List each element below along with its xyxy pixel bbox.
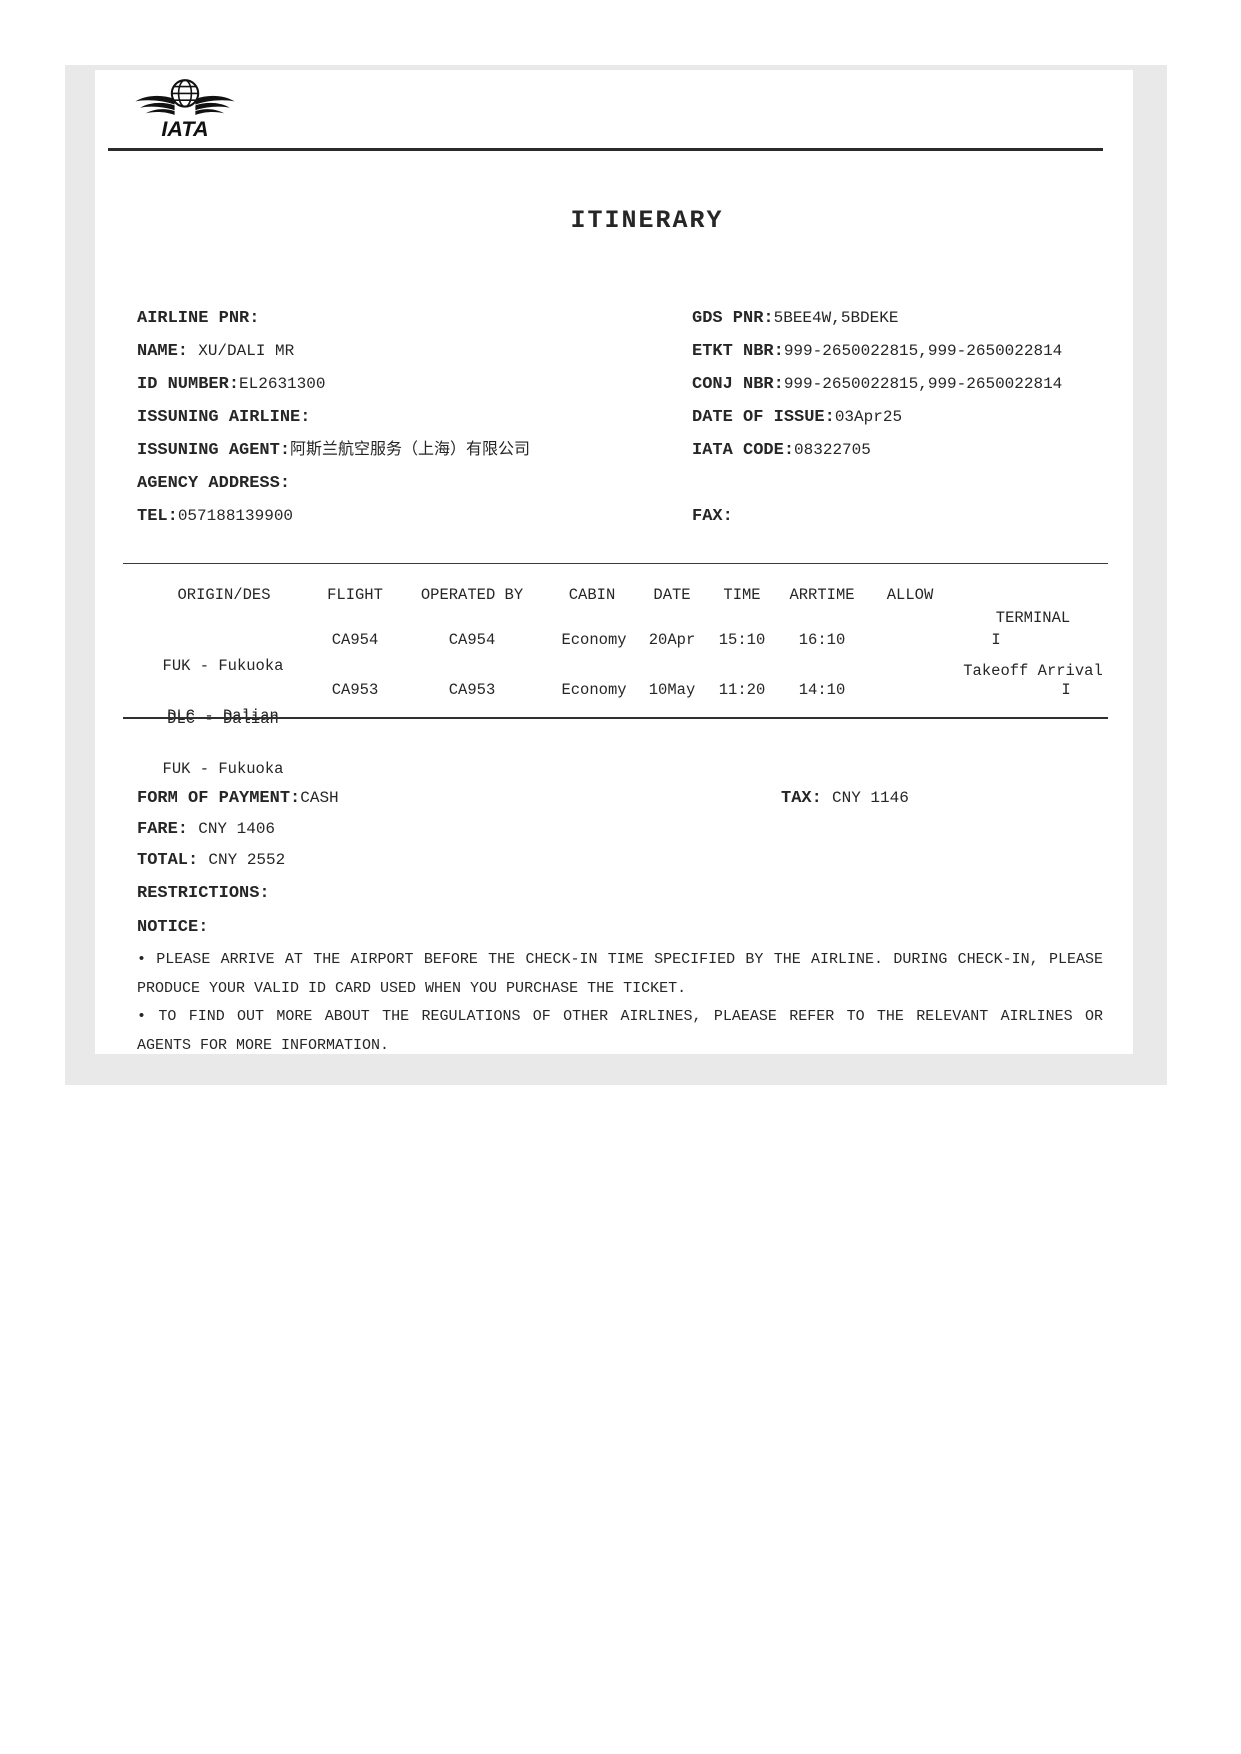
table-row-2-arrtime: 14:10 bbox=[798, 681, 846, 699]
col-header-operated-by: OPERATED BY bbox=[420, 586, 524, 604]
field-label: CONJ NBR: bbox=[692, 375, 784, 394]
iata-logo-graphic: IATA bbox=[135, 79, 235, 141]
field-value: CASH bbox=[300, 789, 339, 807]
field-conj-nbr: CONJ NBR:999-2650022815,999-2650022814 bbox=[692, 368, 1062, 401]
table-row-2-time: 11:20 bbox=[718, 681, 766, 699]
table-row-2-terminal-arrival: I bbox=[1061, 681, 1071, 699]
info-column-right: GDS PNR:5BEE4W,5BDEKE ETKT NBR:999-26500… bbox=[692, 302, 1062, 533]
field-agency-address: AGENCY ADDRESS: bbox=[137, 467, 530, 500]
header-rule bbox=[108, 148, 1103, 151]
field-label: NOTICE: bbox=[137, 918, 209, 937]
field-tel: TEL:057188139900 bbox=[137, 500, 530, 533]
field-total: TOTAL: CNY 2552 bbox=[137, 850, 285, 871]
field-id-number: ID NUMBER:EL2631300 bbox=[137, 368, 530, 401]
field-label: ISSUNING AIRLINE: bbox=[137, 408, 311, 427]
col-header-origin-des: ORIGIN/DES bbox=[177, 586, 271, 604]
table-row-1-terminal-takeoff: I bbox=[991, 631, 1001, 649]
field-value: EL2631300 bbox=[239, 375, 326, 393]
field-label: IATA CODE: bbox=[692, 441, 795, 460]
notice-line: • TO FIND OUT MORE ABOUT THE REGULATIONS… bbox=[137, 1008, 1103, 1025]
field-restrictions: RESTRICTIONS: bbox=[137, 883, 270, 904]
field-name: NAME: XU/DALI MR bbox=[137, 335, 530, 368]
field-date-of-issue: DATE OF ISSUE:03Apr25 bbox=[692, 401, 1062, 434]
table-row-2-date: 10May bbox=[648, 681, 696, 699]
table-row-2-cabin: Economy bbox=[561, 681, 627, 699]
col-header-allow: ALLOW bbox=[886, 586, 934, 604]
notice-line: • PLEASE ARRIVE AT THE AIRPORT BEFORE TH… bbox=[137, 951, 1103, 968]
field-value: CNY 1146 bbox=[832, 789, 909, 807]
col-header-time: TIME bbox=[723, 586, 761, 604]
table-top-border bbox=[123, 563, 1108, 564]
notice-line: AGENTS FOR MORE INFORMATION. bbox=[137, 1036, 390, 1054]
table-row-1-arrtime: 16:10 bbox=[798, 631, 846, 649]
field-label: ISSUNING AGENT: bbox=[137, 441, 291, 460]
page-title: ITINERARY bbox=[570, 206, 724, 235]
field-label: FARE: bbox=[137, 820, 199, 839]
field-fax: FAX: bbox=[692, 500, 1062, 533]
field-value: 5BEE4W,5BDEKE bbox=[773, 309, 899, 327]
col-header-arrtime: ARRTIME bbox=[789, 586, 855, 604]
field-label: GDS PNR: bbox=[692, 309, 774, 328]
info-column-left: AIRLINE PNR: NAME: XU/DALI MR ID NUMBER:… bbox=[137, 302, 530, 533]
field-label: ID NUMBER: bbox=[137, 375, 240, 394]
field-etkt-nbr: ETKT NBR:999-2650022815,999-2650022814 bbox=[692, 335, 1062, 368]
field-value: 057188139900 bbox=[177, 507, 294, 525]
table-row-1-flight: CA954 bbox=[331, 631, 379, 649]
table-row-1-time: 15:10 bbox=[718, 631, 766, 649]
origin-line: FUK - Fukuoka bbox=[162, 657, 284, 675]
table-row-1-operated: CA954 bbox=[448, 631, 496, 649]
col-header-terminal-line1: TERMINAL bbox=[995, 609, 1071, 627]
document-card: IATA ITINERARY AIRLINE PNR: NAME: XU/DAL… bbox=[95, 70, 1133, 1054]
iata-logo-text: IATA bbox=[161, 116, 208, 140]
col-header-terminal-line2: Takeoff Arrival bbox=[963, 661, 1103, 680]
notice-line: PRODUCE YOUR VALID ID CARD USED WHEN YOU… bbox=[137, 979, 687, 997]
origin-line: DLC - Dalian bbox=[167, 707, 279, 725]
field-airline-pnr: AIRLINE PNR: bbox=[137, 302, 530, 335]
field-value: CNY 1406 bbox=[198, 820, 276, 838]
field-gds-pnr: GDS PNR:5BEE4W,5BDEKE bbox=[692, 302, 1062, 335]
iata-logo: IATA bbox=[133, 74, 237, 141]
field-form-of-payment: FORM OF PAYMENT:CASH bbox=[137, 788, 339, 809]
field-label: ETKT NBR: bbox=[692, 342, 784, 361]
field-label: DATE OF ISSUE: bbox=[692, 408, 835, 427]
destination-line: FUK - Fukuoka bbox=[162, 759, 284, 778]
field-label: TEL: bbox=[137, 507, 178, 526]
col-header-date: DATE bbox=[653, 586, 691, 604]
field-notice: NOTICE: bbox=[137, 917, 208, 938]
field-value: 阿斯兰航空服务（上海）有限公司 bbox=[290, 441, 531, 459]
field-value: 08322705 bbox=[794, 441, 871, 459]
field-value: CNY 2552 bbox=[208, 851, 286, 869]
field-tax: TAX: CNY 1146 bbox=[781, 788, 909, 809]
field-fare: FARE: CNY 1406 bbox=[137, 819, 275, 840]
field-label: AGENCY ADDRESS: bbox=[137, 474, 291, 493]
notice-text: • PLEASE ARRIVE AT THE AIRPORT BEFORE TH… bbox=[137, 946, 1103, 1060]
field-label: FAX: bbox=[692, 507, 733, 526]
table-row-1-date: 20Apr bbox=[648, 631, 696, 649]
field-value: XU/DALI MR bbox=[198, 342, 295, 360]
table-row-2-operated: CA953 bbox=[448, 681, 496, 699]
table-bottom-border bbox=[123, 717, 1108, 719]
field-label: RESTRICTIONS: bbox=[137, 884, 270, 903]
field-label: TAX: bbox=[781, 789, 833, 808]
table-row-2-flight: CA953 bbox=[331, 681, 379, 699]
table-row-2-origin: DLC - Dalian FUK - Fukuoka bbox=[163, 673, 284, 813]
field-value: 999-2650022815,999-2650022814 bbox=[783, 375, 1063, 393]
field-label: AIRLINE PNR: bbox=[137, 309, 260, 328]
table-row-1-cabin: Economy bbox=[561, 631, 627, 649]
field-label: TOTAL: bbox=[137, 851, 209, 870]
field-issuing-agent: ISSUNING AGENT:阿斯兰航空服务（上海）有限公司 bbox=[137, 434, 530, 467]
field-value: 03Apr25 bbox=[834, 408, 903, 426]
field-iata-code: IATA CODE:08322705 bbox=[692, 434, 1062, 467]
col-header-flight: FLIGHT bbox=[327, 586, 383, 604]
field-issuing-airline: ISSUNING AIRLINE: bbox=[137, 401, 530, 434]
col-header-terminal: TERMINAL Takeoff Arrival bbox=[963, 575, 1103, 715]
col-header-cabin: CABIN bbox=[568, 586, 616, 604]
field-label: FORM OF PAYMENT: bbox=[137, 789, 301, 808]
field-blank bbox=[692, 467, 1062, 500]
field-value: 999-2650022815,999-2650022814 bbox=[783, 342, 1063, 360]
field-label: NAME: bbox=[137, 342, 199, 361]
